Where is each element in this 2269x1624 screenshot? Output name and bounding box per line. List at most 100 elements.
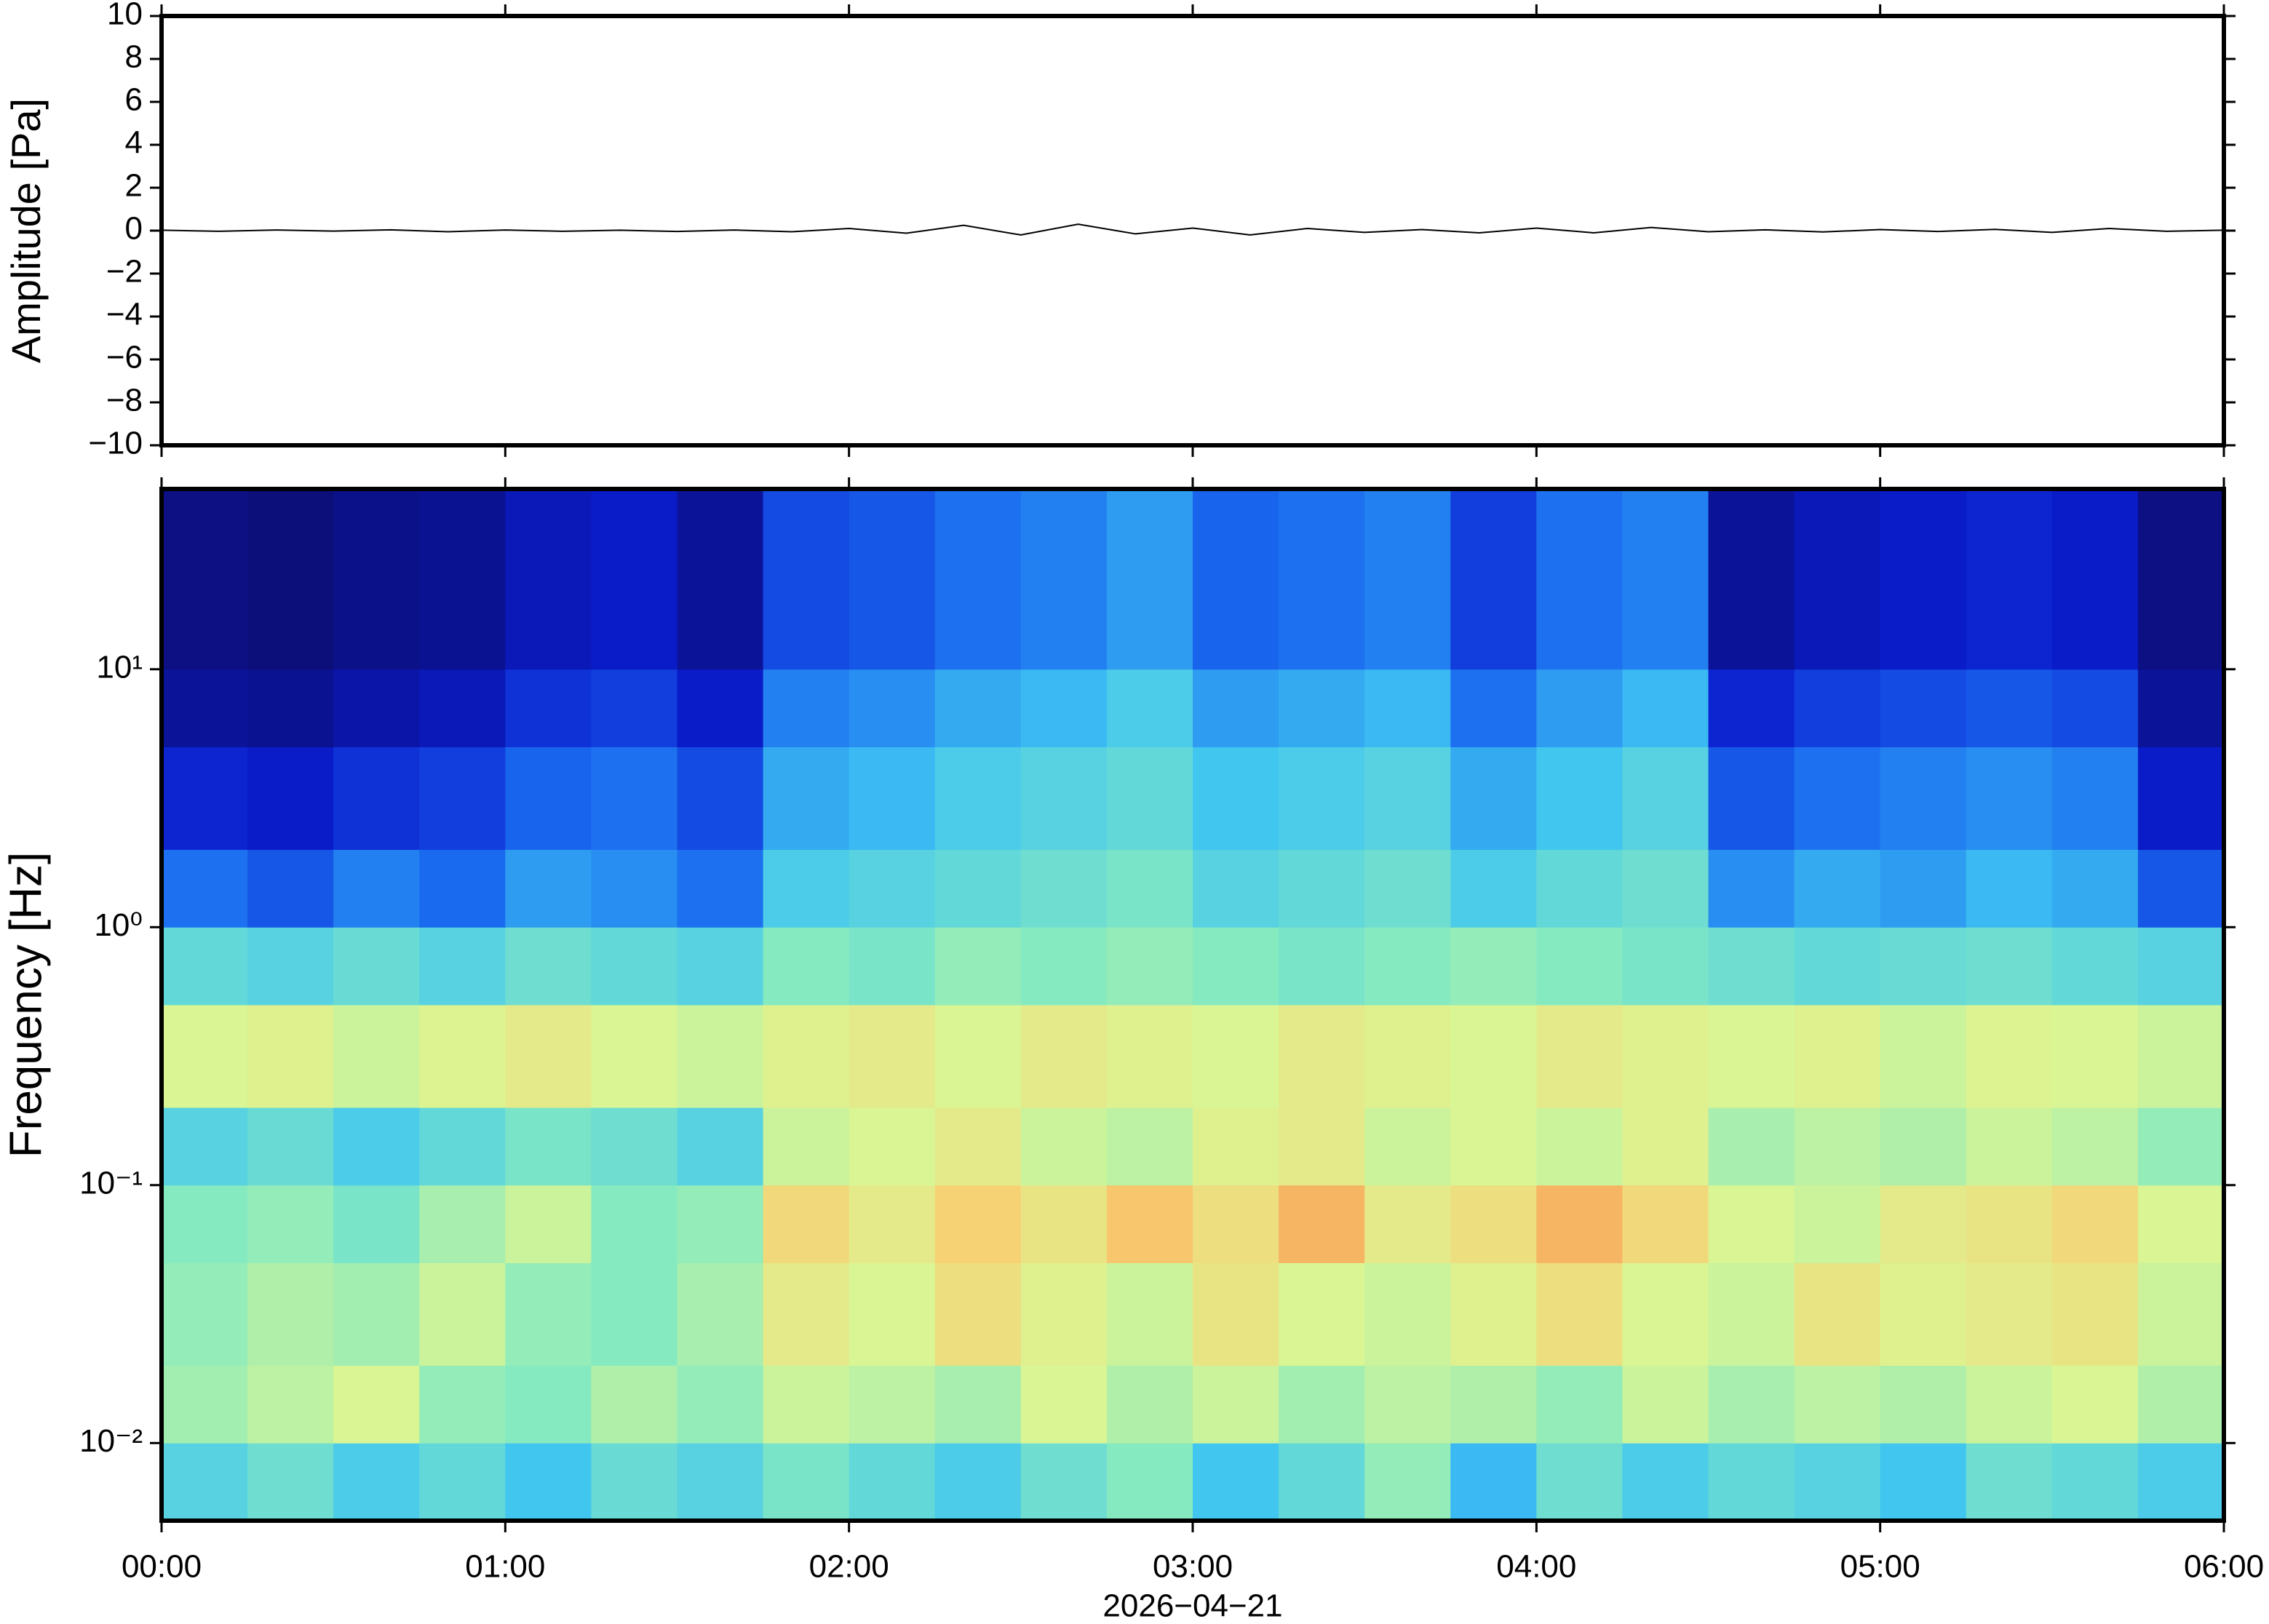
spectrogram-cell xyxy=(1193,1185,1279,1263)
spectrogram-cell xyxy=(1279,669,1365,747)
spectrogram-cell xyxy=(677,1262,764,1366)
spectrogram-cell xyxy=(1708,1185,1795,1263)
spectrogram-cell xyxy=(1364,747,1451,851)
y-tick-label: 8 xyxy=(125,39,143,75)
y-tick-label: 2 xyxy=(125,168,143,204)
spectrogram-cell xyxy=(1794,489,1881,670)
spectrogram-cell xyxy=(1450,849,1537,928)
spectrogram-cell xyxy=(849,849,936,928)
spectrogram-cell xyxy=(333,1005,420,1108)
spectrogram-cell xyxy=(1708,927,1795,1006)
y-axis-label: Frequency [Hz] xyxy=(1,852,51,1158)
spectrogram-cell xyxy=(1880,1185,1967,1263)
spectrogram-cell xyxy=(2137,1107,2225,1186)
spectrogram-cell xyxy=(1450,1262,1537,1366)
spectrogram-cell xyxy=(162,1107,248,1186)
spectrogram-cell xyxy=(1622,1005,1709,1108)
spectrogram-cell xyxy=(2137,849,2225,928)
spectrogram-cell xyxy=(763,1365,850,1444)
spectrogram-cell xyxy=(591,927,677,1006)
spectrogram-cell xyxy=(2051,849,2139,928)
spectrogram-cell xyxy=(1450,747,1537,851)
y-tick-label: −8 xyxy=(106,383,143,418)
spectrogram-cell xyxy=(677,1005,764,1108)
spectrogram-cell xyxy=(934,1262,1022,1366)
spectrogram-cell xyxy=(763,1185,850,1263)
spectrogram-cell xyxy=(1279,849,1365,928)
spectrogram-cell xyxy=(505,849,592,928)
spectrogram-cell xyxy=(1450,1443,1537,1521)
spectrogram-cell xyxy=(1106,1107,1193,1186)
spectrogram-cell xyxy=(1794,1365,1881,1444)
spectrogram-cell xyxy=(419,1185,506,1263)
spectrogram-cell xyxy=(505,1443,592,1521)
spectrogram-cell xyxy=(677,927,764,1006)
spectrogram-cell xyxy=(763,1107,850,1186)
spectrogram-cell xyxy=(1708,747,1795,851)
spectrogram-cell xyxy=(333,1443,420,1521)
spectrogram-cell xyxy=(677,1443,764,1521)
spectrogram-cell xyxy=(1020,489,1108,670)
spectrogram-cell xyxy=(1880,1443,1967,1521)
spectrogram-cell xyxy=(849,1107,936,1186)
spectrogram-cell xyxy=(1966,669,2053,747)
spectrogram-cell xyxy=(1622,927,1709,1006)
spectrogram-cell xyxy=(591,669,677,747)
spectrogram-cell xyxy=(1020,669,1108,747)
spectrogram-cell xyxy=(934,1185,1022,1263)
spectrogram-cell xyxy=(1966,1365,2053,1444)
spectrogram-cell xyxy=(1880,669,1967,747)
spectrogram-cell xyxy=(763,1443,850,1521)
spectrogram-cell xyxy=(1880,1262,1967,1366)
spectrogram-cell xyxy=(1708,1262,1795,1366)
spectrogram-cell xyxy=(1364,1107,1451,1186)
spectrogram-cell xyxy=(1536,1005,1623,1108)
spectrogram-cell xyxy=(2137,489,2225,670)
spectrogram-cell xyxy=(1880,747,1967,851)
spectrogram-cell xyxy=(1106,489,1193,670)
spectrogram-cell xyxy=(1966,1185,2053,1263)
spectrogram-cell xyxy=(419,927,506,1006)
spectrogram-cell xyxy=(1020,1185,1108,1263)
y-axis-label: Amplitude [Pa] xyxy=(3,98,49,363)
spectrogram-cell xyxy=(247,489,334,670)
spectrogram-cell xyxy=(247,1262,334,1366)
spectrogram-cell xyxy=(1193,747,1279,851)
spectrogram-cell xyxy=(1622,1443,1709,1521)
x-axis-label: 2026−04−21 xyxy=(1102,1588,1282,1624)
spectrogram-cell xyxy=(1880,1005,1967,1108)
spectrogram-cell xyxy=(1966,1005,2053,1108)
spectrogram-cell xyxy=(419,1262,506,1366)
spectrogram-cell xyxy=(1622,747,1709,851)
y-tick-label: 10¹ xyxy=(96,649,143,685)
spectrogram-cell xyxy=(1106,1005,1193,1108)
spectrogram-cell xyxy=(1966,1262,2053,1366)
spectrogram-cell xyxy=(1708,1365,1795,1444)
spectrogram-cell xyxy=(1794,1185,1881,1263)
spectrogram-cell xyxy=(1364,1365,1451,1444)
y-tick-label: 10⁻² xyxy=(79,1423,143,1459)
spectrogram-cell xyxy=(333,1365,420,1444)
spectrogram-cell xyxy=(2051,927,2139,1006)
spectrogram-cell xyxy=(505,489,592,670)
spectrogram-cell xyxy=(505,1365,592,1444)
spectrogram-cell xyxy=(1708,489,1795,670)
spectrogram-cell xyxy=(849,1185,936,1263)
spectrogram-cell xyxy=(849,927,936,1006)
spectrogram-cell xyxy=(1106,1262,1193,1366)
spectrogram-cell xyxy=(505,669,592,747)
spectrogram-cell xyxy=(1622,1185,1709,1263)
spectrogram-cell xyxy=(677,489,764,670)
spectrogram-cell xyxy=(2051,1185,2139,1263)
spectrogram-cell xyxy=(677,747,764,851)
x-tick-label: 03:00 xyxy=(1153,1549,1233,1585)
spectrogram-cell xyxy=(419,489,506,670)
spectrogram-cell xyxy=(1279,1443,1365,1521)
spectrogram-cell xyxy=(247,1107,334,1186)
spectrogram-cell xyxy=(1536,1262,1623,1366)
spectrogram-cell xyxy=(1536,489,1623,670)
spectrogram-cell xyxy=(763,747,850,851)
spectrogram-cell xyxy=(677,1365,764,1444)
spectrogram-cell xyxy=(2137,1443,2225,1521)
spectrogram-cell xyxy=(1450,1365,1537,1444)
